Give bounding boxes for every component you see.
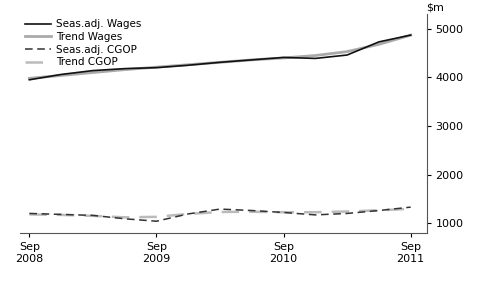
Legend: Seas.adj. Wages, Trend Wages, Seas.adj. CGOP, Trend CGOP: Seas.adj. Wages, Trend Wages, Seas.adj. …	[23, 17, 144, 69]
Text: $m: $m	[427, 2, 444, 12]
